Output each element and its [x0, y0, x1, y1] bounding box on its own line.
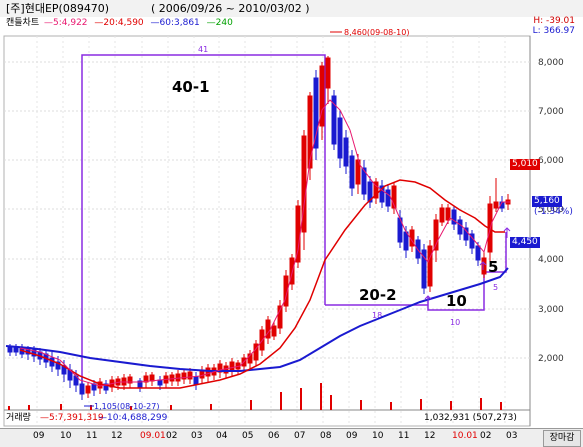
volume-ma5: —5:7,391,319	[40, 413, 104, 423]
x-tick: 10	[60, 431, 72, 441]
ma20-line	[19, 179, 505, 389]
title-bar: [주]현대EP(089470) ( 2006/09/26 ~ 2010/03/0…	[0, 0, 583, 17]
price-tick-5000: 5,000	[538, 205, 564, 215]
annotation-boxes	[81, 54, 507, 390]
candles	[7, 56, 511, 400]
x-tick: 09	[346, 431, 358, 441]
x-tick: 03	[506, 431, 518, 441]
x-tick: 09.01	[140, 431, 166, 441]
x-tick: 12	[111, 431, 123, 441]
x-tick: 02	[166, 431, 178, 441]
label-20-2: 20-2	[359, 286, 397, 304]
annotation-counts: 41 18 10 5	[198, 45, 498, 327]
x-tick: 05	[242, 431, 254, 441]
low-price: L: 366.97	[532, 26, 575, 36]
lower-price-badge: 4,450	[510, 237, 540, 248]
ma60-line	[5, 267, 509, 372]
x-tick: 02	[480, 431, 492, 441]
grid-lines	[4, 61, 530, 359]
x-tick: 07	[294, 431, 306, 441]
label-5: 5	[488, 258, 499, 276]
count-5: 5	[493, 283, 498, 292]
current-change-badge: (-1.34%)	[534, 207, 573, 217]
chart-type-label: 캔들차트	[6, 18, 40, 28]
date-range: ( 2006/09/26 ~ 2010/03/02 )	[151, 2, 310, 15]
stock-name: [주]현대EP(089470)	[6, 2, 110, 15]
current-price-badge: 5,160	[532, 196, 562, 207]
box-5	[484, 232, 507, 273]
x-tick: 04	[216, 431, 228, 441]
volume-ma10: —10:4,688,299	[98, 413, 168, 423]
price-tick-6000: 6,000	[538, 156, 564, 166]
legend-ma60: —60:3,861	[150, 18, 200, 28]
ma5-line	[19, 99, 510, 387]
legend: 캔들차트 —5:4,922 —20:4,590 —60:3,861 —240	[6, 17, 237, 29]
x-tick: 06	[268, 431, 280, 441]
price-tick-4000: 4,000	[538, 255, 564, 265]
arrow-5-b-icon	[503, 227, 511, 238]
arrow-10-icon	[424, 295, 432, 302]
upper-price-badge: 5,010	[510, 159, 540, 170]
peak-label: 8,460(09-08-10)	[344, 28, 409, 37]
price-tick-7000: 7,000	[538, 107, 564, 117]
count-10: 10	[450, 318, 460, 327]
box-40-1	[81, 54, 326, 390]
label-40-1: 40-1	[172, 78, 210, 96]
volume-bars	[8, 383, 502, 410]
time-axis: 09 10 11 12 09.01 02 03 04 05 06 07 08 0…	[0, 428, 583, 447]
arrow-5-a-icon	[479, 261, 487, 270]
volume-right-value: 1,032,931 (507,273)	[424, 413, 517, 423]
trough-label: 1,105(08-10-27)	[94, 402, 159, 411]
box-10	[427, 272, 485, 311]
x-tick: 10	[372, 431, 384, 441]
x-tick: 10.01	[452, 431, 478, 441]
price-tick-3000: 3,000	[538, 305, 564, 315]
label-10: 10	[446, 292, 467, 310]
count-18: 18	[372, 311, 382, 320]
legend-ma240: —240	[206, 18, 233, 28]
price-tick-8000: 8,000	[538, 58, 564, 68]
market-close-button[interactable]: 장마감	[543, 430, 581, 447]
price-tick-2000: 2,000	[538, 354, 564, 364]
x-tick: 11	[86, 431, 98, 441]
volume-label: 거래량	[6, 413, 31, 423]
x-tick: 11	[398, 431, 410, 441]
legend-ma5: —5:4,922	[44, 18, 88, 28]
x-tick: 12	[424, 431, 436, 441]
x-tick: 08	[320, 431, 332, 441]
legend-ma20: —20:4,590	[94, 18, 144, 28]
price-axis-labels: 8,000 7,000 6,000 5,000 4,000 3,000 2,00…	[538, 58, 564, 364]
volume-legend: 거래량 —5:7,391,319 —10:4,688,299 1,032,931…	[0, 412, 583, 425]
count-41: 41	[198, 45, 208, 54]
x-tick: 03	[191, 431, 203, 441]
x-tick: 09	[33, 431, 45, 441]
high-change: H: -39.01	[533, 16, 575, 26]
